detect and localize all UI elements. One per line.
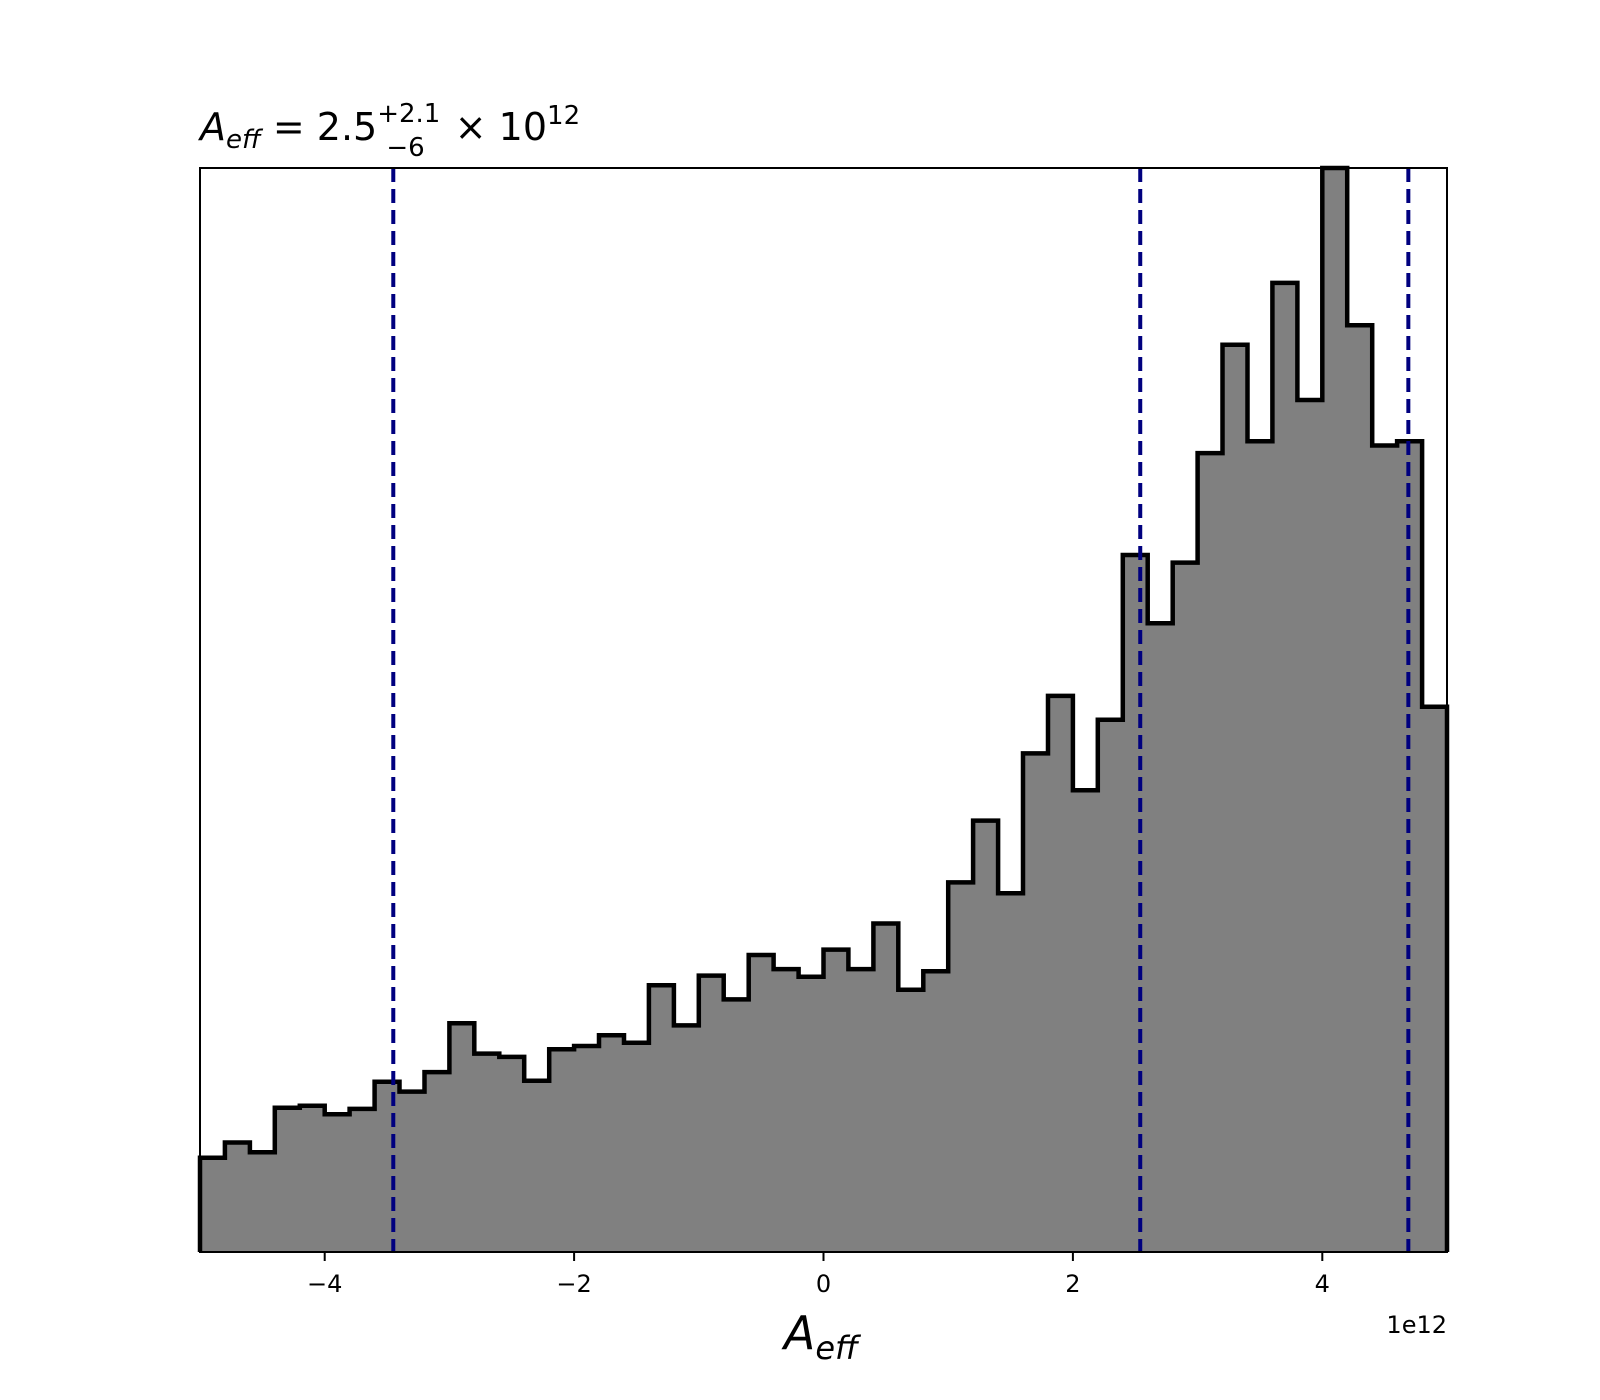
title-symbol-sub: eff <box>226 125 264 155</box>
histogram-fill <box>200 168 1447 1252</box>
x-axis-label: Aeff <box>781 1306 862 1367</box>
x-axis-label-sub: eff <box>815 1329 862 1367</box>
title-equals: = 2.5 <box>261 105 377 149</box>
title-lower-error: −6 <box>386 133 424 163</box>
x-tick-label-4: 4 <box>1315 1270 1330 1298</box>
x-tick-label-2: 0 <box>816 1270 831 1298</box>
x-axis-label-symbol: A <box>781 1306 815 1360</box>
title-symbol: A <box>197 105 226 149</box>
title-exponent: 12 <box>547 101 580 131</box>
title-tail: × 10 <box>443 105 547 149</box>
plot-area: −4 −2 0 2 4 <box>197 165 1450 1298</box>
credible-interval-lines <box>391 168 1411 1252</box>
chart-title: Aeff = 2.5+2.1 −6 × 1012 <box>197 99 580 163</box>
x-tick-label-1: −2 <box>556 1270 591 1298</box>
x-offset-label: 1e12 <box>1386 1311 1447 1339</box>
title-upper-error: +2.1 <box>377 99 440 129</box>
x-tick-label-3: 2 <box>1065 1270 1080 1298</box>
x-tick-label-0: −4 <box>307 1270 342 1298</box>
histogram-outline <box>197 165 1450 1252</box>
x-axis-ticks: −4 −2 0 2 4 <box>307 1252 1330 1298</box>
